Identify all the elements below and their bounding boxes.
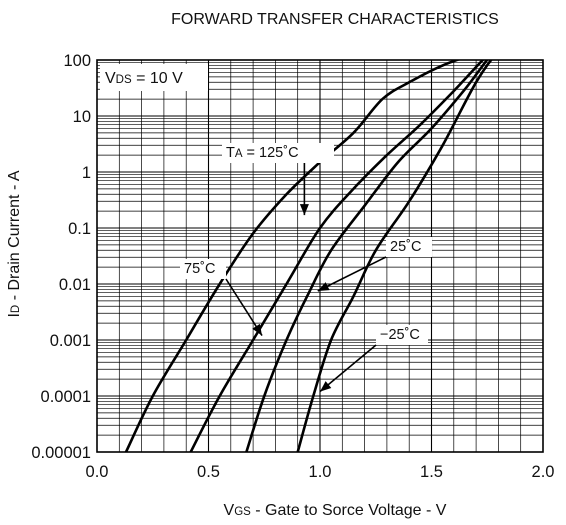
annotation-label: 25˚C: [390, 239, 421, 255]
chart-title: FORWARD TRANSFER CHARACTERISTICS: [171, 11, 499, 28]
plot-frame: [96, 59, 544, 453]
x-tick-label: 1.5: [420, 463, 443, 481]
x-axis-label: VGS - Gate to Sorce Voltage - V: [224, 502, 447, 519]
y-tick-label: 0.00001: [31, 444, 91, 462]
annotation-label: −25˚C: [380, 327, 420, 343]
annotation-box: [222, 143, 334, 163]
x-tick-label: 2.0: [532, 463, 555, 481]
y-tick-label: 10: [73, 108, 91, 126]
annotation-arrowhead: [320, 381, 332, 392]
series-line: [189, 60, 485, 452]
annotations: TA = 125˚C 75˚C 25˚C −25˚C: [180, 143, 432, 393]
condition-label: VDS = 10 V: [105, 70, 183, 87]
y-tick-label: 100: [63, 52, 91, 70]
annotation-leader: [225, 278, 263, 336]
annotation-label: TA = 125˚C: [226, 145, 299, 161]
x-tick-label: 0.0: [86, 463, 109, 481]
annotation: 75˚C: [180, 259, 263, 336]
annotation-label: 75˚C: [184, 261, 215, 277]
y-tick-label: 0.1: [68, 220, 91, 238]
y-tick-label: 0.01: [59, 276, 91, 294]
condition-box: [100, 64, 208, 91]
annotation-box: [386, 237, 432, 257]
annotation: −25˚C: [319, 325, 428, 393]
x-tick-label: 0.5: [197, 463, 220, 481]
y-tick-labels: 100 10 1 0.1 0.01 0.001 0.0001 0.00001: [31, 52, 91, 462]
x-tick-label: 1.0: [309, 463, 332, 481]
y-tick-label: 0.001: [50, 332, 91, 350]
annotation-arrowhead: [317, 282, 330, 291]
annotation: 25˚C: [317, 237, 432, 292]
y-axis-label: ID - Drain Current - A: [6, 170, 23, 317]
x-tick-labels: 0.0 0.5 1.0 1.5 2.0: [86, 463, 555, 481]
annotation-arrowhead: [299, 204, 309, 216]
annotation-box: [376, 325, 428, 345]
annotation: TA = 125˚C: [222, 143, 334, 216]
grid: [97, 60, 543, 453]
y-tick-label: 0.0001: [41, 388, 91, 406]
annotation-box: [180, 259, 226, 279]
annotation-leader: [317, 256, 387, 292]
annotation-arrowhead: [252, 323, 262, 336]
series-line: [296, 60, 493, 452]
series-line: [245, 60, 489, 452]
annotation-leader: [319, 344, 377, 393]
y-tick-label: 1: [82, 164, 91, 182]
